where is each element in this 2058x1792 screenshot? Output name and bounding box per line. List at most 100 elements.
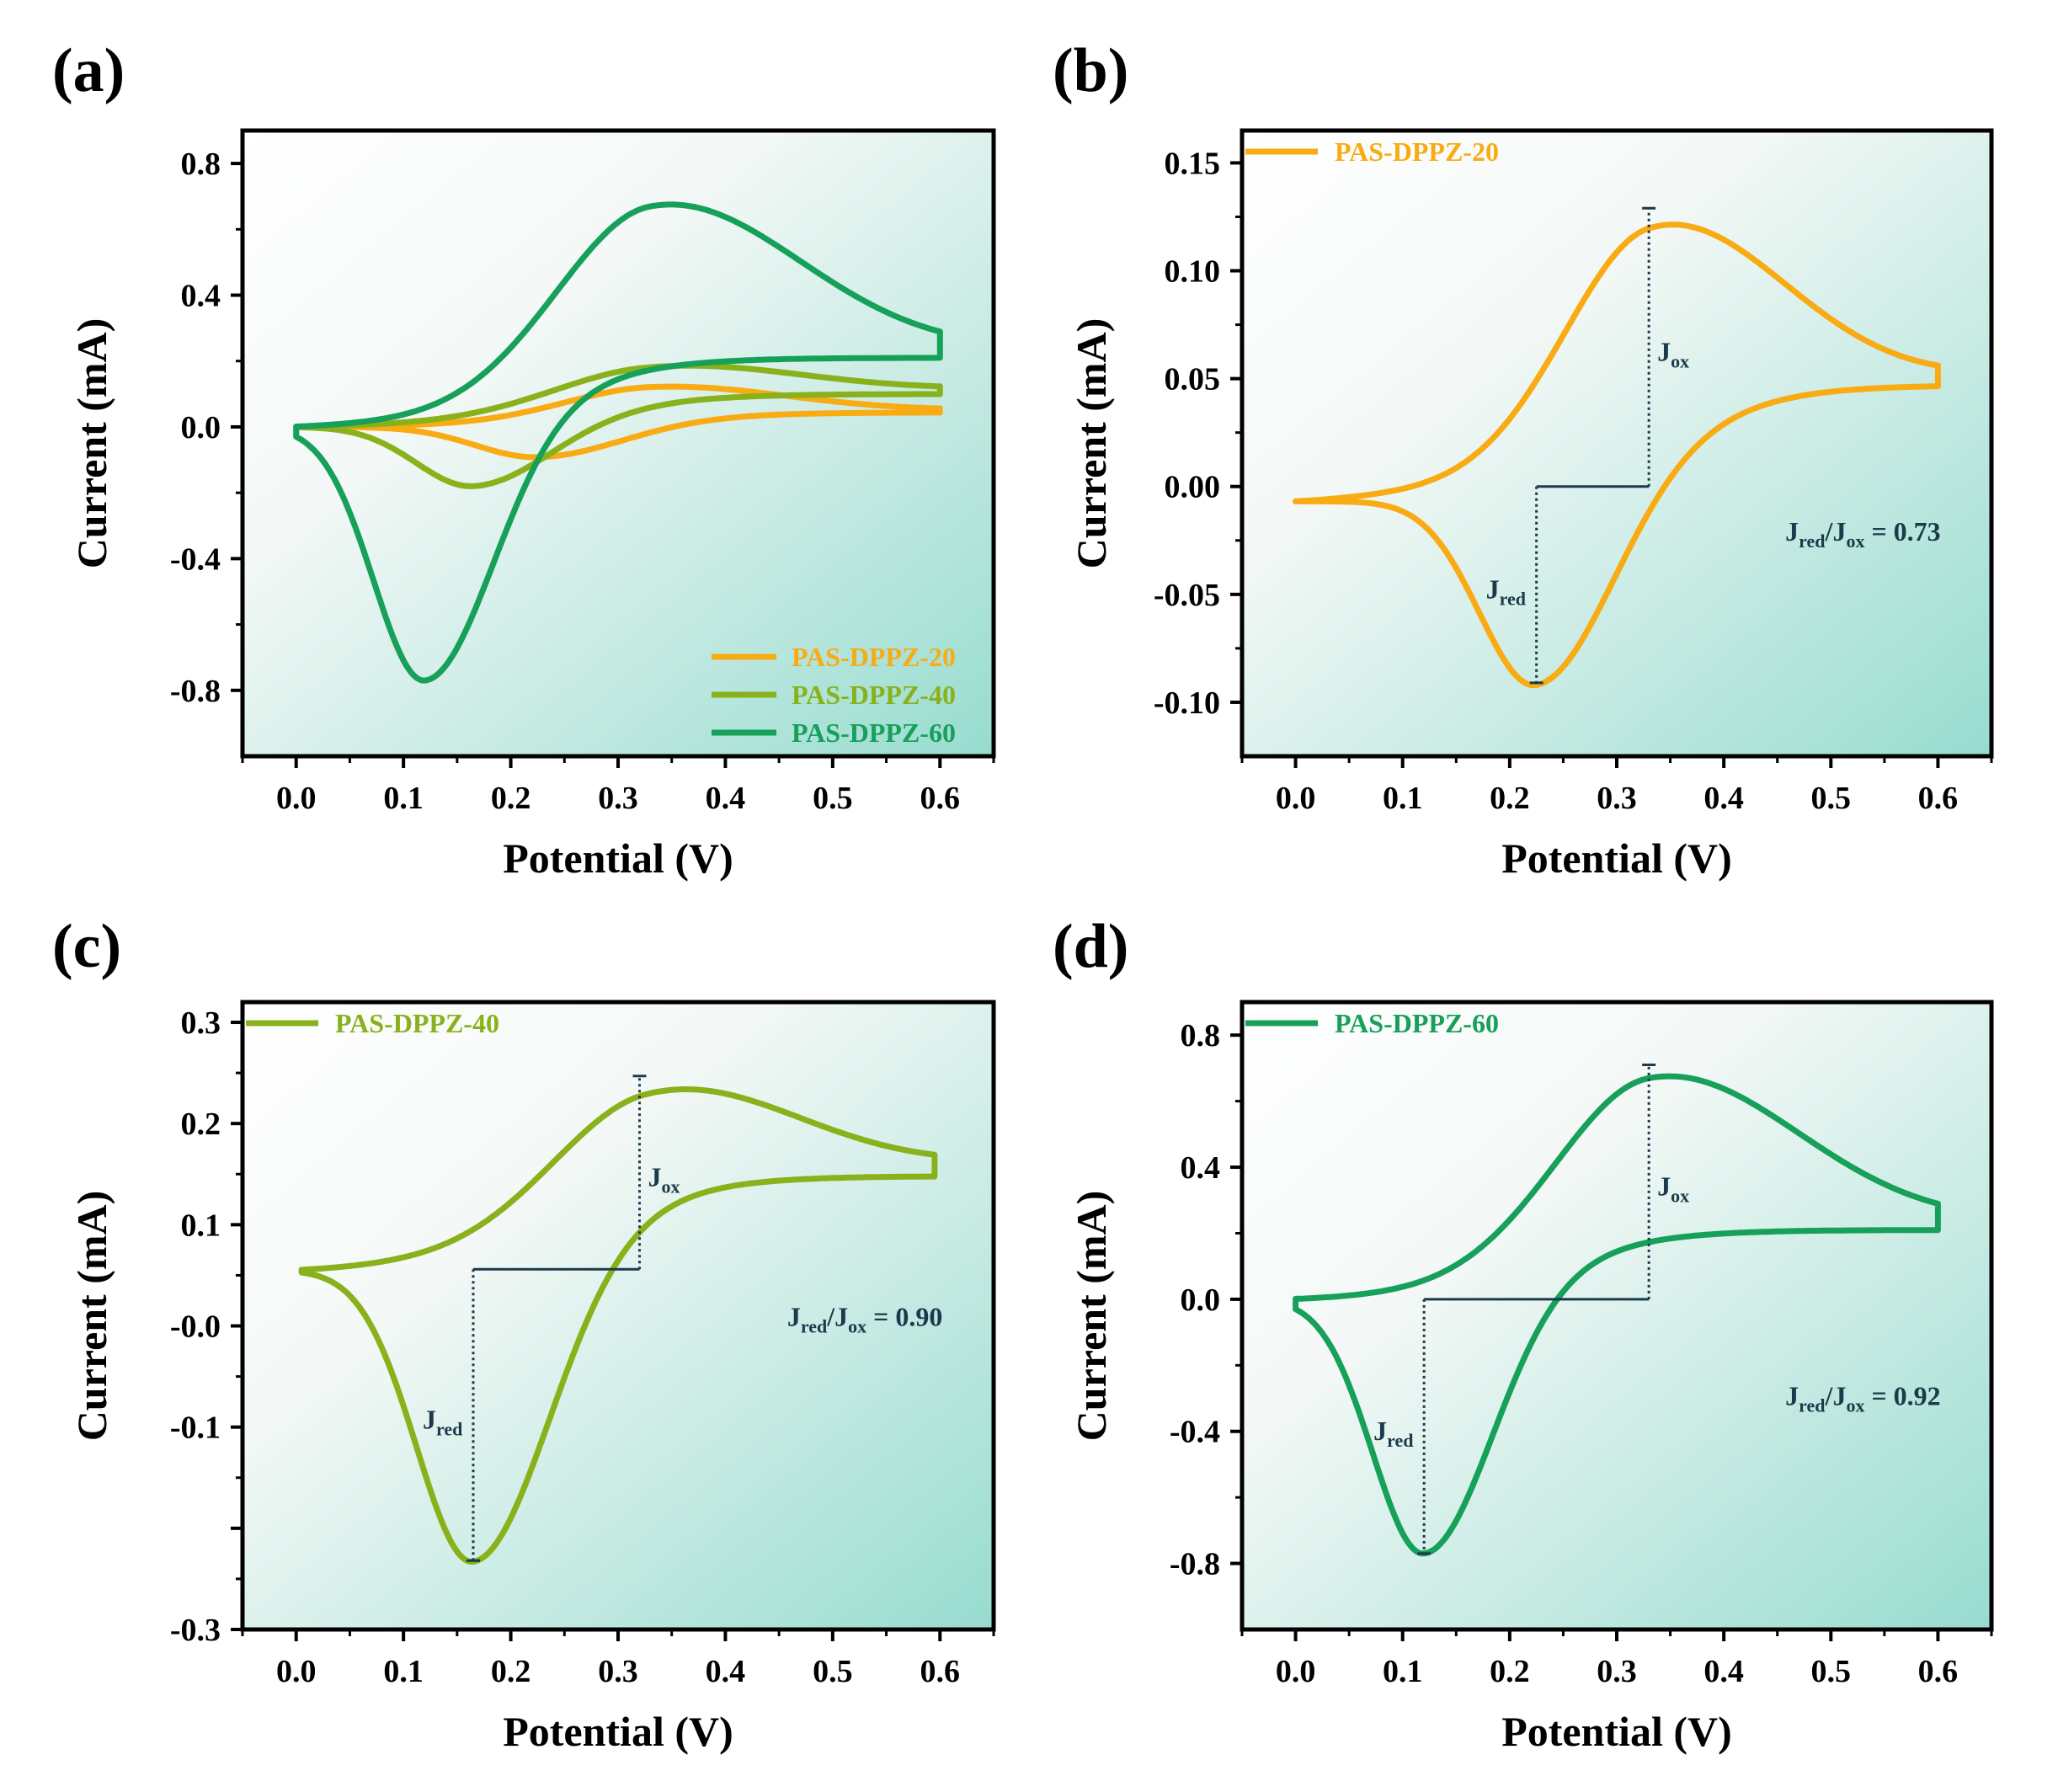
panel-a: (a) 0.0 0.1 0.2 0.3 0.4 0.5 0.6 -0.8 -0.4 0.0 0.4 0.…: [52, 36, 996, 882]
j-letter: J: [1373, 1416, 1387, 1446]
ratio-part: ox: [1846, 531, 1864, 552]
x-tick-label: 0.5: [1811, 781, 1852, 816]
y-tick-label: 0.05: [1165, 362, 1221, 397]
subscript-red: red: [436, 1418, 462, 1439]
y-tick-label: 0.8: [1181, 1018, 1221, 1053]
subscript-ox: ox: [1671, 350, 1689, 371]
series-line-pas-dppz-60: [293, 201, 943, 684]
legend-label: PAS-DPPZ-60: [792, 717, 956, 748]
plot-frame: [240, 128, 996, 759]
ratio-part: /: [1825, 516, 1834, 547]
x-axis-title: Potential (V): [503, 835, 733, 882]
ratio-part: /: [826, 1302, 835, 1332]
plot-frame: [1240, 128, 1994, 759]
y-axis-title: Current (mA): [1068, 1191, 1115, 1442]
series-group: [1293, 1073, 1941, 1557]
series-line-pas-dppz-20: [1293, 221, 1941, 689]
x-tick-label: 0.3: [598, 781, 638, 816]
y-axis-title: Current (mA): [68, 318, 115, 569]
j-ox-label: Jox: [1657, 1171, 1689, 1207]
x-tick-label: 0.1: [1383, 781, 1423, 816]
legend-label: PAS-DPPZ-60: [1335, 1008, 1499, 1038]
ratio-part: J: [834, 1302, 848, 1332]
j-ox-label: Jox: [1657, 336, 1689, 371]
panel-label: (d): [1053, 912, 1128, 981]
plot-frame: [1240, 1000, 1994, 1632]
x-tick-label: 0.5: [813, 1654, 853, 1689]
j-red-label: Jred: [423, 1404, 462, 1439]
subscript-red: red: [1387, 1430, 1413, 1451]
y-tick-label: 0.8: [181, 147, 221, 182]
ratio-part: red: [1799, 1395, 1825, 1416]
y-tick-label: 0.0: [181, 410, 221, 445]
x-tick-label: 0.3: [598, 1654, 638, 1689]
y-tick-label: -0.0: [170, 1309, 221, 1345]
plot-area: [1242, 131, 1991, 756]
y-tick-label: 0.15: [1165, 146, 1221, 181]
x-tick-label: 0.6: [1918, 1654, 1959, 1689]
y-axis-title: Current (mA): [68, 1191, 115, 1442]
subscript-red: red: [1500, 588, 1526, 609]
ratio-part: red: [801, 1316, 827, 1337]
y-axis-title: Current (mA): [1068, 318, 1115, 569]
panel-label: (c): [52, 912, 121, 981]
x-tick-label: 0.4: [1703, 1654, 1744, 1689]
plot-area: [1242, 1002, 1991, 1629]
ratio-part: =: [866, 1302, 895, 1332]
j-letter: J: [648, 1161, 661, 1192]
j-letter: J: [1486, 573, 1500, 604]
j-red-label: Jred: [1373, 1416, 1413, 1451]
x-tick-label: 0.6: [920, 781, 961, 816]
y-tick-label: 0.00: [1165, 470, 1221, 505]
x-tick-label: 0.0: [276, 1654, 317, 1689]
ratio-part: /: [1825, 1380, 1834, 1411]
y-tick-label: -0.8: [1170, 1547, 1220, 1582]
x-tick-label: 0.2: [1490, 781, 1530, 816]
x-tick-label: 0.3: [1597, 1654, 1637, 1689]
ratio-label: Jred/Jox = 0.92: [1785, 1380, 1941, 1416]
y-tick-label: -0.10: [1154, 685, 1220, 721]
x-tick-label: 0.0: [1276, 1654, 1316, 1689]
panel-label: (a): [52, 36, 125, 105]
panel-c: (c) 0.0 0.1 0.2 0.3 0.4 0.5 0.6 -0.3 -0.1 -0.0 0.1 0…: [52, 912, 996, 1755]
ratio-label: Jred/Jox = 0.90: [787, 1302, 943, 1337]
y-tick-label: -0.4: [1170, 1415, 1220, 1450]
y-tick-label: 0.0: [1181, 1283, 1221, 1318]
x-tick-label: 0.2: [491, 781, 531, 816]
x-tick-label: 0.5: [1811, 1654, 1852, 1689]
x-tick-label: 0.2: [491, 1654, 531, 1689]
series-line-pas-dppz-40: [298, 1086, 938, 1565]
ratio-value: 0.90: [895, 1302, 942, 1332]
j-letter: J: [1657, 1171, 1671, 1202]
ratio-value: 0.73: [1894, 516, 1941, 547]
ratio-part: J: [1785, 1380, 1799, 1411]
panel-d: (d) 0.0 0.1 0.2 0.3 0.4 0.5 0.6 -0.8 -0.4 0.0 0.4 0.…: [1053, 912, 1994, 1755]
x-axis-title: Potential (V): [1501, 835, 1732, 882]
y-tick-label: 0.2: [181, 1107, 221, 1142]
ratio-part: J: [1785, 516, 1799, 547]
y-tick-label: 0.10: [1165, 254, 1221, 290]
x-tick-label: 0.6: [920, 1654, 961, 1689]
ratio-part: =: [1864, 516, 1893, 547]
series-line-pas-dppz-40: [293, 362, 943, 489]
ratio-part: J: [787, 1302, 801, 1332]
legend-label: PAS-DPPZ-20: [792, 642, 956, 672]
y-tick-label: 0.1: [181, 1208, 221, 1243]
x-tick-label: 0.1: [1383, 1654, 1423, 1689]
j-red-label: Jred: [1486, 573, 1526, 609]
ratio-part: J: [1832, 1380, 1846, 1411]
y-tick-label: -0.3: [170, 1613, 221, 1648]
x-tick-label: 0.2: [1490, 1654, 1530, 1689]
series-group: [298, 1086, 938, 1565]
subscript-ox: ox: [661, 1176, 680, 1197]
y-tick-label: -0.1: [170, 1411, 221, 1446]
plot-frame: [240, 1000, 996, 1632]
ratio-part: J: [1832, 516, 1846, 547]
x-tick-label: 0.1: [383, 1654, 424, 1689]
ratio-part: =: [1864, 1380, 1893, 1411]
y-tick-label: -0.05: [1154, 578, 1220, 613]
x-axis-title: Potential (V): [1501, 1708, 1732, 1755]
ratio-label: Jred/Jox = 0.73: [1785, 516, 1941, 552]
series-group: [1293, 221, 1941, 689]
